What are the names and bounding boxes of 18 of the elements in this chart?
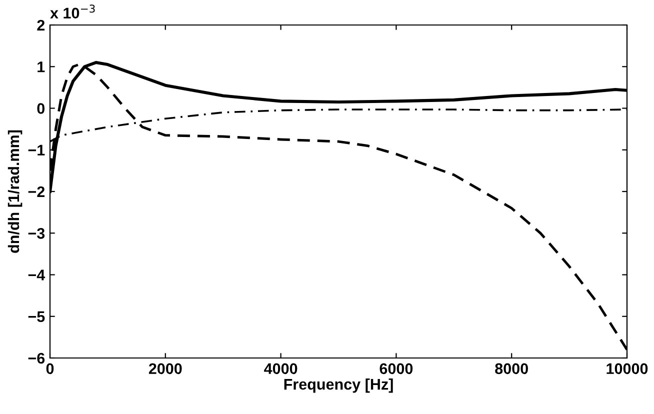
x-tick-label: 8000: [495, 363, 528, 374]
y-tick-label: −1: [28, 144, 45, 156]
y-tick-label: 1: [38, 62, 45, 72]
y-tick-label: −6: [28, 352, 45, 364]
y-tick-label: −5: [28, 311, 45, 322]
y-tick-label: −3: [28, 228, 45, 239]
x-tick-label: 6000: [380, 363, 413, 374]
y-tick-label: 2: [37, 20, 45, 31]
x-tick-label: 10000: [606, 363, 648, 374]
x-tick-label: 0: [46, 363, 54, 374]
y-axis-title: dn/dh [1/rad.mm]: [8, 130, 22, 253]
y-tick-label: 0: [37, 103, 45, 114]
y-tick-label: −4: [28, 270, 46, 280]
x-tick-label: 4000: [264, 363, 298, 374]
x-tick-label: 2000: [148, 363, 182, 374]
x-axis-title: Frequency [Hz]: [284, 378, 393, 393]
y-tick-label: −2: [28, 186, 45, 198]
text: x 10$^{−3}$: [50, 4, 95, 19]
